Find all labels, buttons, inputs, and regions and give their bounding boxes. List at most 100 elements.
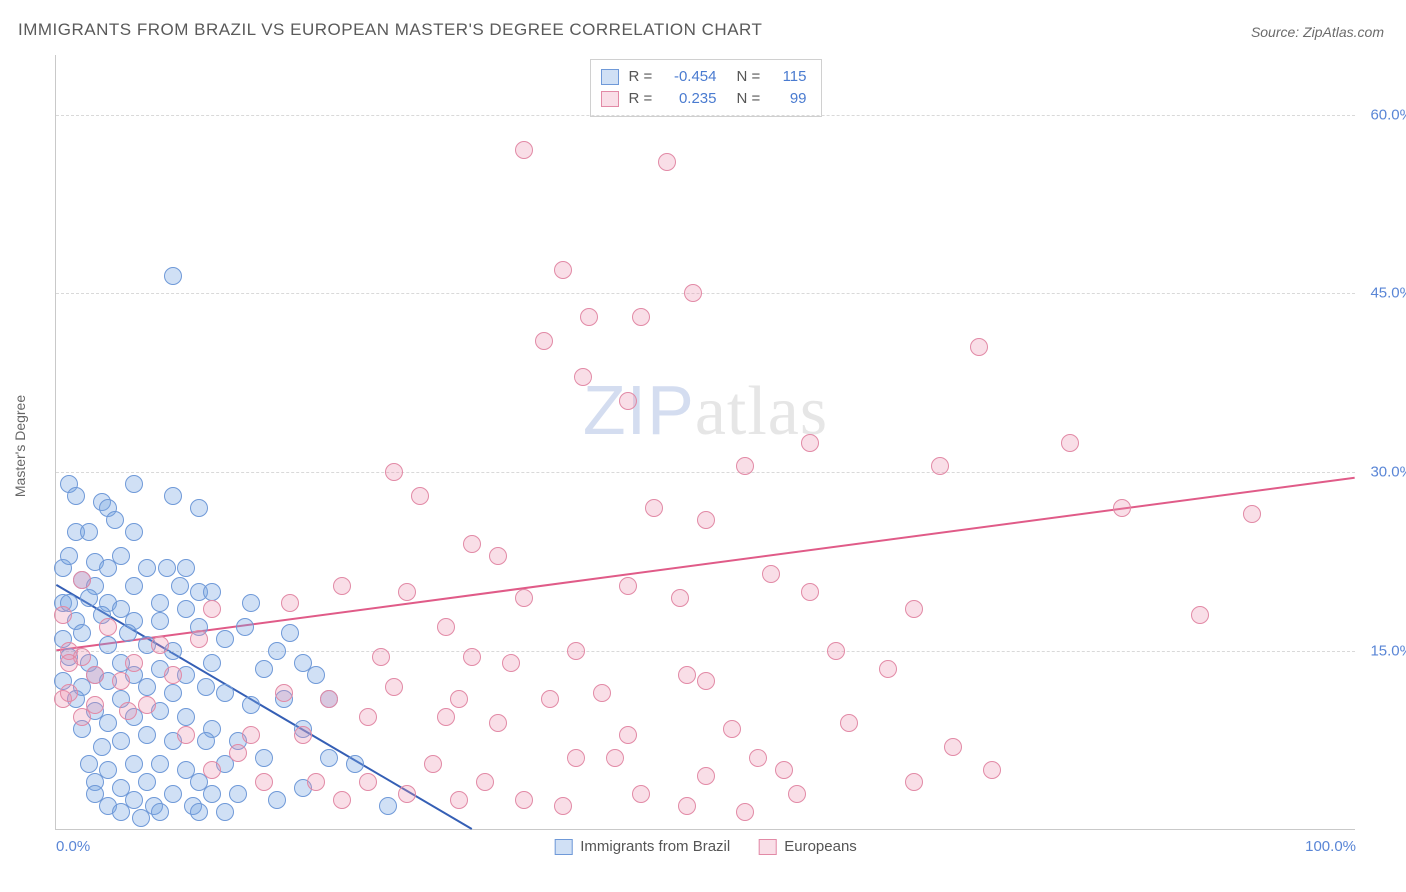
data-point-europeans: [554, 261, 572, 279]
stats-row-brazil: R =-0.454N =115: [601, 66, 807, 88]
data-point-brazil: [80, 589, 98, 607]
data-point-brazil: [106, 511, 124, 529]
data-point-europeans: [60, 684, 78, 702]
y-tick-label: 15.0%: [1361, 643, 1406, 660]
data-point-europeans: [281, 594, 299, 612]
data-point-europeans: [450, 791, 468, 809]
data-point-europeans: [619, 726, 637, 744]
data-point-europeans: [372, 648, 390, 666]
n-value-brazil: 115: [773, 66, 807, 88]
r-label: R =: [629, 66, 655, 88]
data-point-europeans: [54, 606, 72, 624]
data-point-europeans: [411, 487, 429, 505]
y-axis-label: Master's Degree: [12, 395, 28, 497]
data-point-europeans: [905, 773, 923, 791]
r-label: R =: [629, 88, 655, 110]
data-point-brazil: [242, 696, 260, 714]
data-point-europeans: [1113, 499, 1131, 517]
data-point-europeans: [983, 761, 1001, 779]
data-point-europeans: [275, 684, 293, 702]
data-point-brazil: [320, 749, 338, 767]
data-point-europeans: [138, 696, 156, 714]
data-point-europeans: [398, 785, 416, 803]
data-point-brazil: [93, 738, 111, 756]
data-point-brazil: [268, 642, 286, 660]
data-point-brazil: [171, 577, 189, 595]
data-point-europeans: [593, 684, 611, 702]
data-point-europeans: [307, 773, 325, 791]
data-point-brazil: [151, 612, 169, 630]
data-point-europeans: [294, 726, 312, 744]
data-point-europeans: [801, 583, 819, 601]
data-point-europeans: [1191, 606, 1209, 624]
data-point-brazil: [197, 732, 215, 750]
data-point-europeans: [736, 803, 754, 821]
data-point-europeans: [203, 761, 221, 779]
data-point-europeans: [385, 678, 403, 696]
swatch-europeans: [758, 839, 776, 855]
data-point-europeans: [567, 642, 585, 660]
data-point-europeans: [515, 589, 533, 607]
data-point-europeans: [476, 773, 494, 791]
data-point-brazil: [216, 630, 234, 648]
data-point-brazil: [119, 624, 137, 642]
x-tick-label: 0.0%: [56, 838, 90, 855]
data-point-europeans: [463, 535, 481, 553]
data-point-europeans: [164, 666, 182, 684]
data-point-brazil: [125, 475, 143, 493]
data-point-europeans: [606, 749, 624, 767]
data-point-europeans: [574, 368, 592, 386]
data-point-europeans: [73, 708, 91, 726]
data-point-europeans: [762, 565, 780, 583]
data-point-europeans: [541, 690, 559, 708]
data-point-europeans: [619, 392, 637, 410]
data-point-europeans: [86, 666, 104, 684]
data-point-europeans: [359, 773, 377, 791]
data-point-europeans: [931, 457, 949, 475]
data-point-brazil: [190, 499, 208, 517]
data-point-europeans: [535, 332, 553, 350]
data-point-brazil: [177, 600, 195, 618]
gridline: [56, 293, 1355, 294]
stats-legend: R =-0.454N =115R =0.235N =99: [590, 59, 822, 117]
data-point-brazil: [132, 809, 150, 827]
data-point-europeans: [437, 618, 455, 636]
data-point-brazil: [99, 636, 117, 654]
series-legend: Immigrants from Brazil Europeans: [554, 838, 857, 855]
y-tick-label: 45.0%: [1361, 285, 1406, 302]
data-point-europeans: [801, 434, 819, 452]
data-point-brazil: [164, 684, 182, 702]
data-point-brazil: [125, 755, 143, 773]
data-point-brazil: [80, 755, 98, 773]
data-point-brazil: [138, 773, 156, 791]
data-point-europeans: [333, 791, 351, 809]
data-point-europeans: [385, 463, 403, 481]
data-point-europeans: [151, 636, 169, 654]
data-point-europeans: [1243, 505, 1261, 523]
data-point-europeans: [242, 726, 260, 744]
data-point-brazil: [197, 678, 215, 696]
data-point-brazil: [164, 785, 182, 803]
data-point-europeans: [60, 654, 78, 672]
gridline: [56, 651, 1355, 652]
legend-label-brazil: Immigrants from Brazil: [580, 838, 730, 855]
legend-item-brazil: Immigrants from Brazil: [554, 838, 730, 855]
y-tick-label: 30.0%: [1361, 464, 1406, 481]
swatch-europeans: [601, 91, 619, 107]
n-value-europeans: 99: [773, 88, 807, 110]
data-point-europeans: [580, 308, 598, 326]
data-point-europeans: [203, 600, 221, 618]
y-tick-label: 60.0%: [1361, 106, 1406, 123]
data-point-europeans: [840, 714, 858, 732]
data-point-brazil: [158, 559, 176, 577]
gridline: [56, 472, 1355, 473]
data-point-europeans: [678, 666, 696, 684]
data-point-brazil: [216, 803, 234, 821]
source-credit: Source: ZipAtlas.com: [1251, 24, 1384, 40]
data-point-brazil: [164, 267, 182, 285]
data-point-brazil: [229, 785, 247, 803]
r-value-brazil: -0.454: [665, 66, 717, 88]
data-point-europeans: [359, 708, 377, 726]
legend-item-europeans: Europeans: [758, 838, 857, 855]
stats-row-europeans: R =0.235N =99: [601, 88, 807, 110]
